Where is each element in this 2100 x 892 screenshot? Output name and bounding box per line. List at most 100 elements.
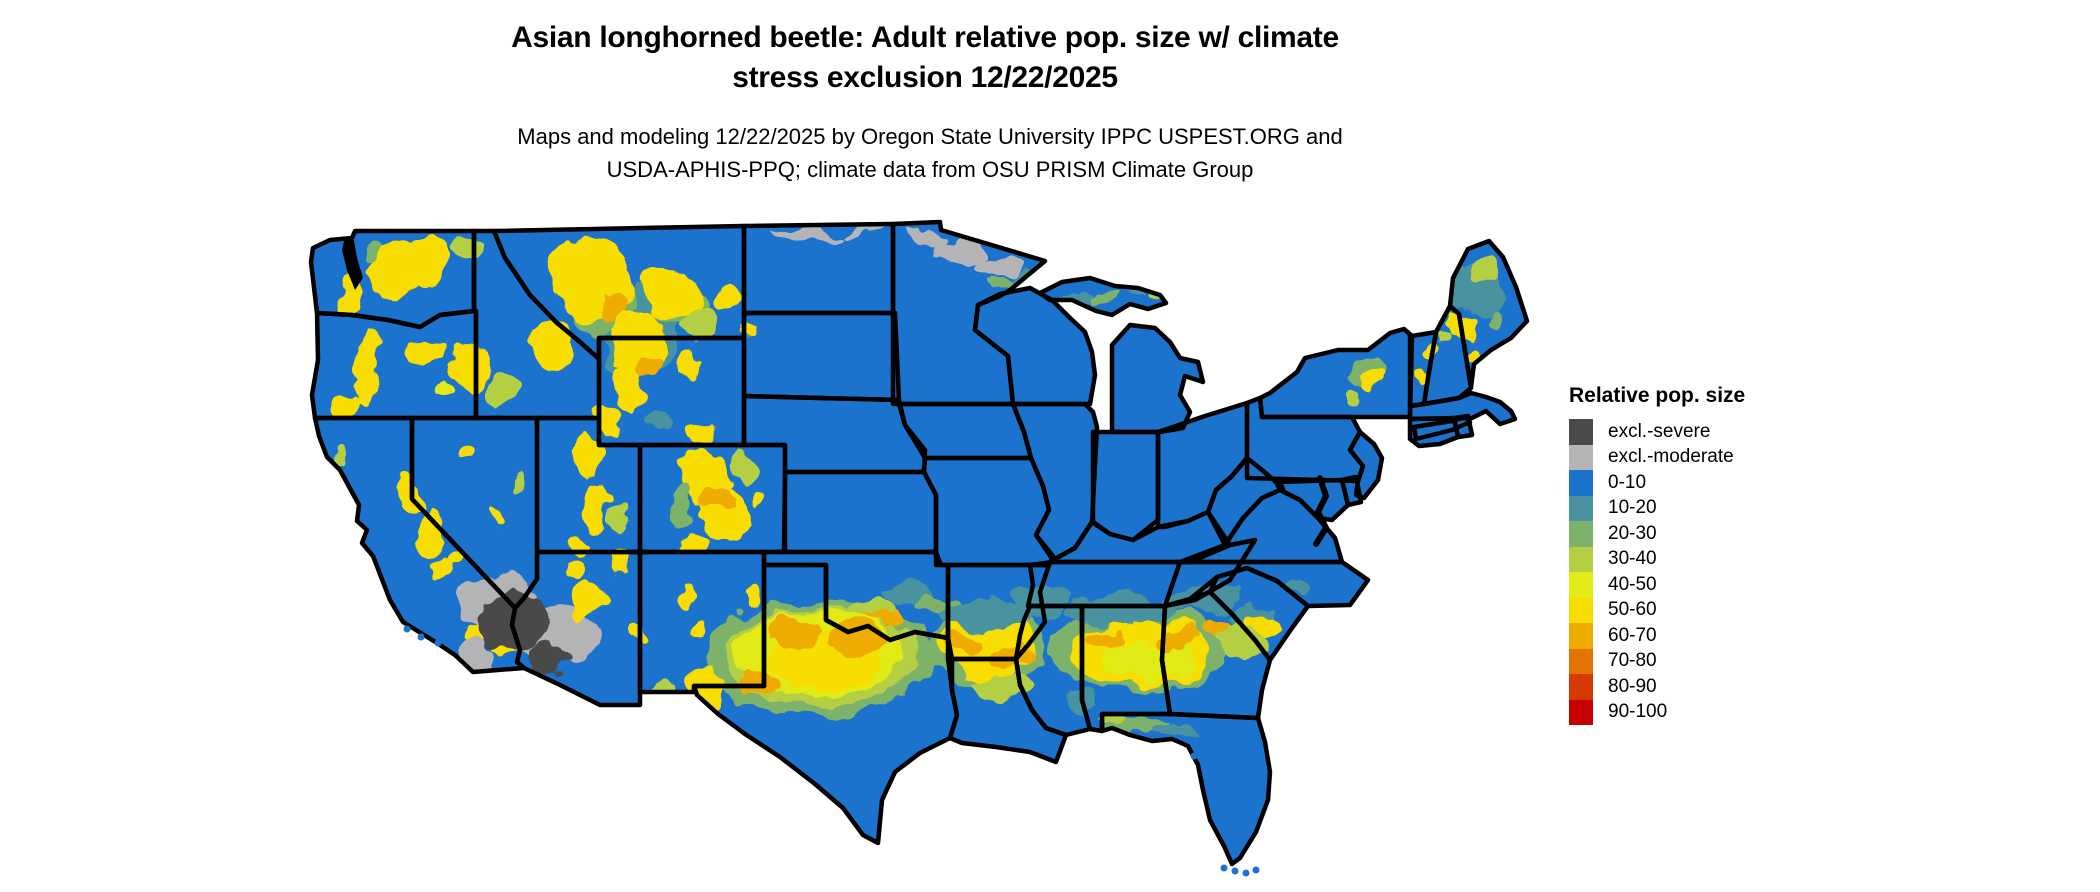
state-border-RI [1451,413,1475,440]
legend-swatch [1569,699,1593,725]
raster-patch-gold [678,346,702,378]
legend-row-2: 0-10 [1569,470,1745,496]
legend-swatch [1569,444,1593,470]
raster-patch-gold [573,437,599,473]
raster-patch-gold [406,236,450,288]
state-border-AR [945,562,1052,662]
legend-swatch [1569,674,1593,700]
raster-patch-gold [533,319,577,371]
raster-patch-gold [689,616,711,634]
state-border-TX [691,562,960,846]
raster-patch-yellow [435,387,455,403]
raster-patch-lgray [934,241,990,263]
raster-patch-gold [574,580,606,620]
raster-patch-orange [944,632,980,654]
raster-patch-gold [432,555,450,581]
raster-patch-yellow [1055,254,1075,266]
raster-patch-ygreen [846,599,898,617]
raster-patch-orange [600,296,624,324]
state-FL [1102,714,1270,864]
legend-label: 90-100 [1608,701,1668,723]
raster-patch-gold [568,561,586,579]
legend-label: 0-10 [1608,471,1647,493]
legend-swatch [1569,521,1593,547]
raster-patch-gold [714,290,738,310]
state-NC [1165,562,1368,606]
legend-label: 80-90 [1608,675,1657,697]
legend-swatch [1569,597,1593,623]
legend-label: 60-70 [1608,624,1657,646]
legend-rows: excl.-severe excl.-moderate 0-10 10-20 20-30… [1569,419,1745,725]
island-dot [403,625,411,633]
raster-patch-orange [742,672,778,692]
states-land-fill [311,222,1527,864]
raster-patch-ygreen [972,676,1032,700]
legend-swatch [1569,546,1593,572]
raster-patch-green [990,277,1014,287]
state-border-MA [1407,390,1518,427]
legend-row-7: 50-60 [1569,597,1745,623]
raster-patch-dgray [481,594,549,650]
legend-label: excl.-moderate [1608,446,1734,468]
legend-title: Relative pop. size [1569,384,1746,407]
state-OH [1158,403,1247,527]
raster-patch-teal [1164,587,1236,613]
chesapeake-bay [1313,475,1330,547]
state-border-NY [1257,326,1415,420]
raster-patch-gold [1252,613,1280,631]
raster-patch-teal [648,410,672,430]
state-MO [924,458,1053,565]
legend-row-5: 30-40 [1569,546,1745,572]
state-SD [744,313,899,400]
raster-patch-ygreen [1474,259,1502,285]
state-border-TN [1025,537,1258,609]
raster-patch-orange [1163,631,1201,649]
raster-patch-lgray [904,229,952,247]
raster-patch-ygreen [1435,332,1451,348]
legend-swatch [1569,572,1593,598]
raster-patch-ygreen [680,306,720,338]
legend-row-4: 20-30 [1569,521,1745,547]
legend-row-0: excl.-severe [1569,419,1745,445]
state-ID [474,231,599,418]
coastal-islands [403,625,1260,877]
raster-patch-orange [1086,631,1118,649]
page-title: Asian longhorned beetle: Adult relative … [225,18,1625,98]
island-dot [1242,869,1250,877]
raster-patch-ygreen [1216,622,1268,654]
puget-sound [342,237,363,290]
raster-patch-green [673,488,691,522]
legend-row-9: 70-80 [1569,648,1745,674]
state-ND [744,224,893,313]
subtitle-line-2: USDA-APHIS-PPQ; climate data from OSU PR… [606,157,1254,182]
raster-patch-gold [607,555,633,577]
raster-patch-green [1092,294,1124,306]
island-dot [1190,752,1198,760]
raster-patch-teal [1065,595,1175,625]
legend-swatch [1569,470,1593,496]
raster-patch-teal [1127,292,1149,302]
state-border-DE [1339,474,1364,508]
raster-patch-gold [747,593,759,607]
raster-patch-gold [642,268,702,316]
raster-patch-ygreen [650,685,674,715]
state-NV [412,418,537,608]
state-MD [1280,480,1348,520]
raster-patch-gold [612,366,644,414]
raster-patch-orange [826,624,886,656]
raster-patch-gold [332,396,362,420]
raster-patch-gold [354,336,378,408]
legend-label: 10-20 [1608,497,1657,519]
raster-patch-gold [452,346,488,390]
state-border-WI [972,285,1098,407]
state-border-ME [1447,238,1530,390]
raster-patch-orange [762,619,818,649]
island-dot [1220,864,1228,872]
legend-label: 20-30 [1608,522,1657,544]
page-subtitle: Maps and modeling 12/22/2025 by Oregon S… [230,120,1630,186]
raster-patch-gold [1467,345,1481,359]
island-dot [434,639,442,647]
raster-patch-gold [587,477,609,533]
